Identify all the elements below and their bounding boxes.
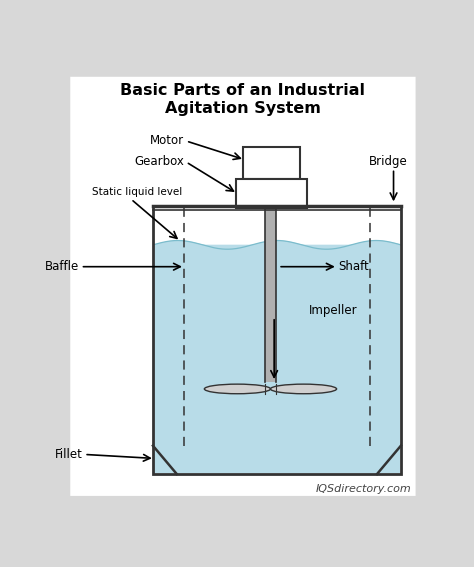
Text: Motor: Motor [150,134,184,147]
Bar [153,206,401,474]
Bar [154,245,400,473]
Bar [153,206,401,474]
Text: Shaft: Shaft [338,260,369,273]
Text: Fillet: Fillet [55,448,83,461]
Text: Basic Parts of an Industrial
Agitation System: Basic Parts of an Industrial Agitation S… [120,83,365,116]
Text: Baffle: Baffle [45,260,80,273]
Text: Static liquid level: Static liquid level [92,188,182,197]
Bar [236,179,307,208]
Text: Impeller: Impeller [309,304,358,317]
Text: IQSdirectory.com: IQSdirectory.com [316,484,412,494]
Ellipse shape [204,384,271,393]
FancyBboxPatch shape [70,77,416,496]
Text: Bridge: Bridge [369,155,408,168]
Bar [264,206,276,382]
Bar [243,147,300,179]
Text: Gearbox: Gearbox [134,155,184,168]
Ellipse shape [271,384,337,393]
